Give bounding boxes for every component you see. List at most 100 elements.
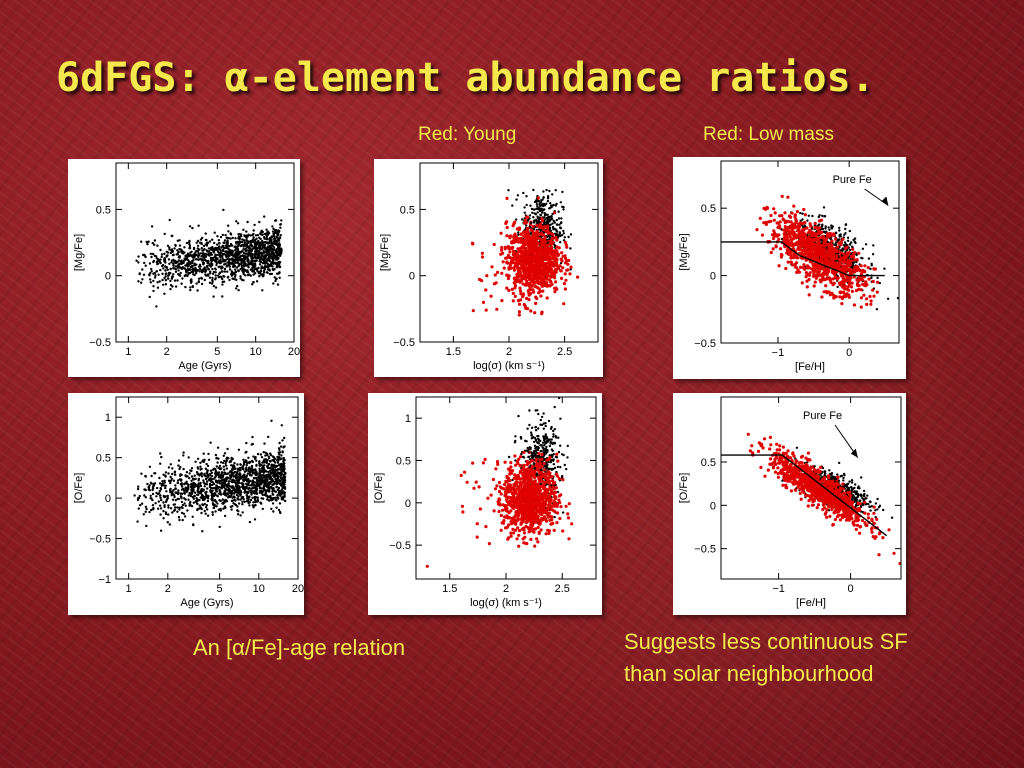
scatter-point	[807, 214, 810, 217]
scatter-point-red	[789, 250, 793, 254]
scatter-point	[219, 258, 222, 261]
scatter-point-red	[798, 239, 802, 243]
data-point	[165, 254, 168, 257]
scatter-point	[239, 498, 242, 501]
scatter-point	[252, 240, 255, 244]
scatter-point	[220, 270, 224, 273]
scatter-point	[538, 209, 542, 212]
scatter-point	[239, 268, 242, 271]
scatter-point	[536, 205, 539, 208]
scatter-point	[263, 251, 266, 254]
scatter-point-red	[869, 302, 873, 306]
scatter-point	[217, 260, 221, 263]
scatter-point	[207, 452, 210, 456]
scatter-point	[247, 260, 250, 263]
scatter-point-red	[807, 235, 811, 239]
scatter-point	[200, 276, 203, 280]
scatter-point	[268, 259, 271, 263]
scatter-point	[182, 260, 185, 264]
scatter-point-red	[816, 232, 820, 236]
scatter-point-red	[843, 295, 848, 299]
scatter-point	[180, 511, 184, 515]
scatter-point	[201, 249, 204, 252]
scatter-point	[537, 228, 541, 231]
scatter-point	[251, 269, 254, 272]
scatter-point	[169, 475, 172, 479]
scatter-point-red	[777, 237, 781, 241]
scatter-point	[201, 236, 204, 240]
scatter-point-red	[515, 258, 519, 262]
scatter-point-red	[875, 290, 879, 294]
scatter-point	[216, 257, 219, 261]
scatter-point	[560, 217, 563, 220]
scatter-point	[144, 496, 147, 499]
scatter-point	[189, 494, 193, 498]
scatter-point	[525, 203, 528, 207]
scatter-point-red	[811, 269, 815, 273]
scatter-point	[226, 492, 230, 496]
data-point	[790, 226, 794, 230]
scatter-point	[253, 495, 256, 499]
scatter-point-red	[519, 232, 523, 236]
scatter-point-red	[827, 234, 831, 239]
scatter-point-red	[513, 264, 517, 268]
scatter-point	[138, 272, 141, 276]
scatter-point-red	[866, 266, 870, 270]
scatter-point	[822, 206, 826, 209]
scatter-point	[271, 242, 274, 245]
scatter-point	[172, 264, 175, 267]
scatter-point	[270, 244, 273, 247]
scatter-point-red	[554, 270, 558, 274]
scatter-point-red	[835, 264, 839, 268]
scatter-point	[262, 255, 265, 258]
scatter-point	[261, 230, 264, 234]
scatter-point	[177, 273, 180, 276]
scatter-point-red	[489, 294, 493, 298]
scatter-point	[270, 419, 273, 422]
scatter-point	[200, 475, 204, 478]
scatter-point-red	[505, 196, 509, 200]
scatter-point-red	[814, 254, 818, 258]
scatter-point-red	[833, 275, 837, 279]
y-axis-label: [Mg/Fe]	[678, 233, 690, 270]
scatter-point-red	[824, 290, 829, 294]
scatter-point-red	[829, 242, 833, 246]
scatter-point	[223, 239, 227, 242]
scatter-point	[197, 277, 201, 280]
scatter-point-red	[528, 247, 532, 251]
scatter-point-red	[819, 218, 823, 222]
scatter-point	[157, 500, 160, 503]
scatter-point	[212, 251, 216, 254]
scatter-point	[153, 276, 157, 279]
scatter-point	[164, 269, 167, 272]
scatter-point-red	[819, 257, 823, 261]
scatter-point	[239, 275, 242, 278]
scatter-point	[160, 253, 164, 256]
scatter-point-red	[847, 282, 851, 286]
scatter-point	[205, 249, 208, 252]
scatter-point	[850, 245, 854, 248]
scatter-point-red	[834, 256, 838, 260]
x-tick-label: −1	[772, 347, 785, 359]
scatter-point	[861, 247, 865, 250]
scatter-point	[162, 267, 165, 270]
scatter-point	[174, 285, 178, 288]
scatter-point-red	[803, 213, 807, 217]
scatter-point	[177, 251, 180, 254]
scatter-point	[843, 241, 847, 244]
scatter-point	[266, 231, 269, 234]
scatter-point-red	[825, 271, 830, 275]
scatter-point	[251, 283, 254, 286]
scatter-point	[870, 276, 873, 280]
scatter-point-red	[858, 269, 862, 273]
scatter-point	[241, 269, 244, 272]
scatter-point	[252, 256, 255, 260]
scatter-point	[169, 284, 173, 287]
scatter-point	[275, 232, 279, 235]
scatter-point-red	[514, 235, 518, 239]
scatter-point-red	[546, 226, 550, 230]
scatter-point	[258, 491, 261, 494]
data-point	[826, 240, 829, 244]
scatter-point	[225, 460, 228, 463]
scatter-point-red	[829, 260, 833, 264]
